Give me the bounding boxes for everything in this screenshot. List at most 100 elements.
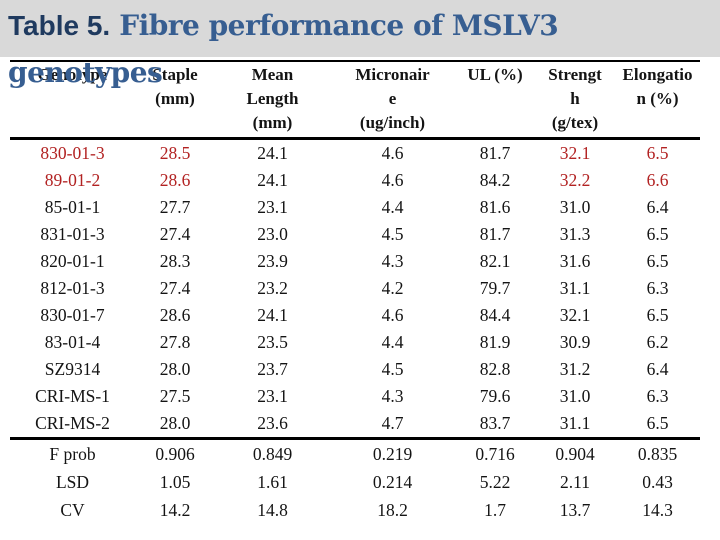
cell-staple: 27.8 [159, 332, 191, 352]
stat-value: 1.61 [257, 471, 288, 492]
cell-ul: 84.2 [479, 170, 511, 190]
cell-elongation: 6.5 [646, 143, 669, 163]
table-row: 820-01-1 28.3 23.9 4.3 82.1 31.6 6.5 [10, 248, 700, 275]
cell-elongation: 6.5 [646, 305, 669, 325]
table-row: 830-01-7 28.6 24.1 4.6 84.4 32.1 6.5 [10, 302, 700, 329]
cell-mean-length: 23.0 [257, 224, 288, 244]
stat-value: 1.05 [159, 471, 191, 492]
title-table-number: Table 5. [8, 10, 111, 41]
cell-ul: 81.6 [479, 197, 511, 217]
cell-strength: 30.9 [559, 332, 591, 352]
cell-elongation: 6.2 [646, 332, 669, 352]
cell-strength: 31.0 [559, 386, 591, 406]
cell-genotype: 831-01-3 [40, 224, 105, 244]
col-header-staple: Staple (mm) [152, 65, 198, 108]
cell-mean-length: 23.7 [257, 359, 288, 379]
col-header-elongation: Elongatio n (%) [622, 65, 693, 108]
cell-elongation: 6.5 [646, 224, 669, 244]
table-row: CRI-MS-1 27.5 23.1 4.3 79.6 31.0 6.3 [10, 383, 700, 410]
cell-staple: 27.4 [159, 278, 191, 298]
cell-strength: 31.0 [559, 197, 591, 217]
cell-micronaire: 4.5 [381, 359, 404, 379]
cell-strength: 31.6 [559, 251, 591, 271]
cell-micronaire: 4.3 [381, 386, 404, 406]
stat-value: 14.2 [159, 499, 191, 520]
cell-micronaire: 4.2 [381, 278, 404, 298]
cell-staple: 28.3 [159, 251, 191, 271]
cell-elongation: 6.3 [646, 278, 669, 298]
cell-staple: 28.6 [159, 305, 191, 325]
stat-value: 1.7 [484, 499, 506, 520]
title-text: Fibre performance of MSLV3 [119, 9, 559, 42]
cell-genotype: 85-01-1 [44, 197, 101, 217]
table-row: 89-01-2 28.6 24.1 4.6 84.2 32.2 6.6 [10, 167, 700, 194]
stat-value: 0.835 [637, 443, 678, 464]
cell-staple: 28.0 [159, 413, 191, 433]
page-title: Table 5. Fibre performance of MSLV3 genot… [8, 1, 559, 90]
cell-micronaire: 4.5 [381, 224, 404, 244]
cell-staple: 27.4 [159, 224, 191, 244]
title-band [0, 0, 720, 57]
header-row: Genotype Staple (mm) Mean Length (mm) Mi… [10, 61, 700, 139]
cell-genotype: SZ9314 [44, 359, 101, 379]
col-header-mean-length: Mean Length (mm) [246, 65, 299, 132]
cell-elongation: 6.3 [646, 386, 669, 406]
table-header: Genotype Staple (mm) Mean Length (mm) Mi… [10, 61, 700, 139]
cell-genotype: 812-01-3 [40, 278, 105, 298]
stat-value: 18.2 [377, 499, 408, 520]
cell-micronaire: 4.6 [381, 305, 404, 325]
cell-genotype: CRI-MS-1 [35, 386, 110, 406]
cell-mean-length: 23.9 [257, 251, 288, 271]
stat-value: 0.904 [555, 443, 595, 464]
cell-ul: 81.7 [479, 224, 511, 244]
stat-value: 0.43 [642, 471, 673, 492]
stat-value: 0.849 [252, 443, 293, 464]
cell-ul: 81.9 [479, 332, 511, 352]
cell-elongation: 6.4 [646, 359, 669, 379]
cell-ul: 82.1 [479, 251, 511, 271]
cell-ul: 82.8 [479, 359, 511, 379]
table-row: CRI-MS-2 28.0 23.6 4.7 83.7 31.1 6.5 [10, 410, 700, 439]
genotype-rows: 830-01-3 28.5 24.1 4.6 81.7 32.1 6.5 89-… [10, 139, 700, 439]
cell-strength: 32.1 [559, 305, 591, 325]
table-row: 85-01-1 27.7 23.1 4.4 81.6 31.0 6.4 [10, 194, 700, 221]
cell-micronaire: 4.6 [381, 170, 404, 190]
col-header-genotype: Genotype [37, 65, 108, 84]
stat-label: CV [60, 499, 85, 520]
stat-label: LSD [55, 471, 90, 492]
cell-mean-length: 23.6 [257, 413, 288, 433]
cell-elongation: 6.6 [646, 170, 669, 190]
cell-genotype: 89-01-2 [44, 170, 101, 190]
cell-micronaire: 4.3 [381, 251, 404, 271]
cell-staple: 27.7 [159, 197, 191, 217]
cell-staple: 28.5 [159, 143, 191, 163]
cell-strength: 31.2 [559, 359, 591, 379]
cell-elongation: 6.5 [646, 413, 669, 433]
statistics-rows: F prob 0.906 0.849 0.219 0.716 0.904 0.8… [10, 439, 700, 525]
cell-micronaire: 4.4 [381, 197, 404, 217]
stat-value: 0.906 [155, 443, 195, 464]
cell-ul: 84.4 [479, 305, 511, 325]
col-header-micronaire: Micronair e (ug/inch) [355, 65, 430, 132]
cell-strength: 32.1 [559, 143, 591, 163]
cell-genotype: CRI-MS-2 [35, 413, 110, 433]
cell-ul: 79.7 [479, 278, 511, 298]
cell-staple: 27.5 [159, 386, 191, 406]
col-header-ul: UL (%) [467, 65, 523, 84]
cell-strength: 31.1 [559, 413, 591, 433]
table-row: 812-01-3 27.4 23.2 4.2 79.7 31.1 6.3 [10, 275, 700, 302]
title-line-1: Table 5. Fibre performance of MSLV3 [8, 1, 559, 56]
stat-value: 0.219 [372, 443, 413, 464]
stat-value: 0.214 [372, 471, 413, 492]
stat-row: F prob 0.906 0.849 0.219 0.716 0.904 0.8… [10, 439, 700, 469]
cell-mean-length: 23.5 [257, 332, 288, 352]
stat-label: F prob [49, 443, 96, 464]
cell-micronaire: 4.4 [381, 332, 404, 352]
cell-mean-length: 23.1 [257, 386, 288, 406]
cell-genotype: 830-01-3 [40, 143, 105, 163]
cell-micronaire: 4.7 [381, 413, 404, 433]
cell-mean-length: 24.1 [257, 170, 288, 190]
cell-staple: 28.0 [159, 359, 191, 379]
col-header-strength: Strengt h (g/tex) [548, 65, 602, 132]
